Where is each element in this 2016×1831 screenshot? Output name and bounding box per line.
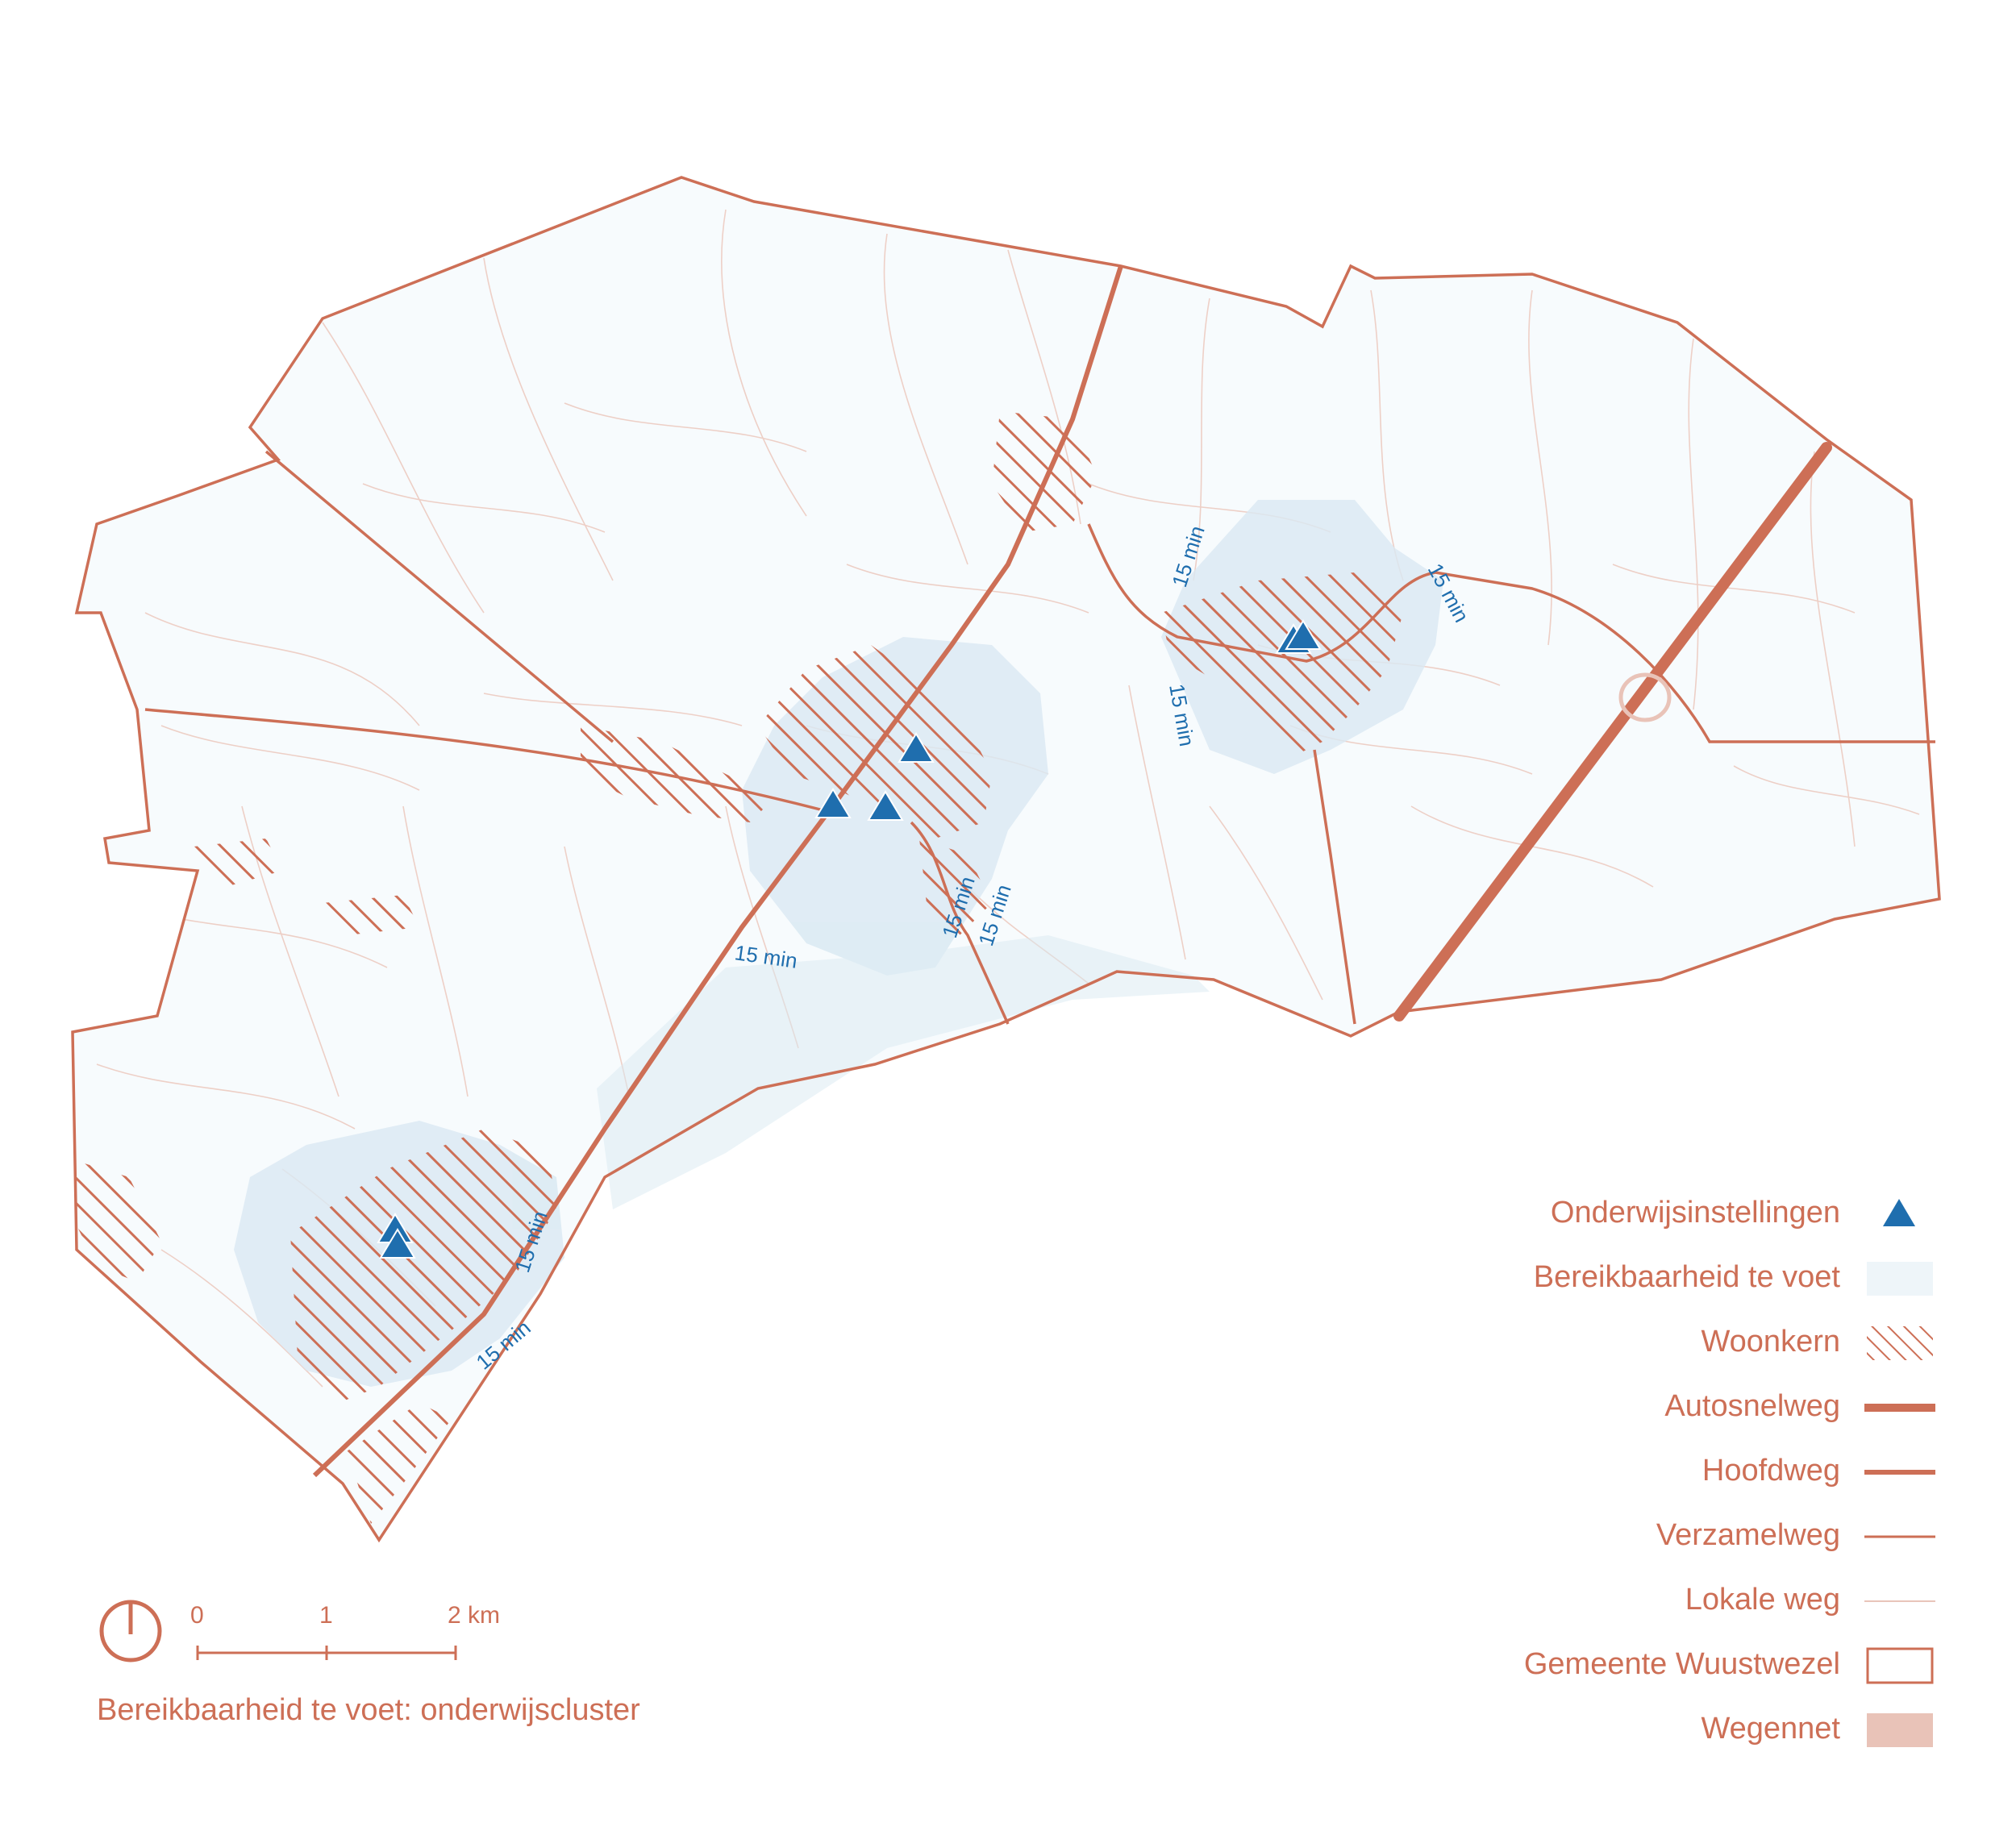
legend-label: Lokale weg	[1685, 1583, 1840, 1617]
legend-label: Verzamelweg	[1656, 1518, 1840, 1552]
legend-item-municipality: Gemeente Wuustwezel	[1210, 1641, 1935, 1705]
thick-line-icon	[1864, 1404, 1935, 1412]
legend-item-local-road: Lokale weg	[1210, 1576, 1935, 1641]
outline-box-icon	[1866, 1647, 1934, 1684]
pink-swatch-icon	[1867, 1713, 1933, 1747]
highway-interchange	[1618, 672, 1672, 722]
school-triangle-icon[interactable]	[379, 1228, 416, 1259]
legend-item-main-road: Hoofdweg	[1210, 1447, 1935, 1512]
collector-road-east	[1087, 523, 1935, 743]
map-title: Bereikbaarheid te voet: onderwijscluster	[97, 1693, 640, 1727]
legend-label: Onderwijsinstellingen	[1550, 1196, 1840, 1230]
school-markers	[377, 619, 1322, 1259]
scale-tick-label: 1	[319, 1602, 333, 1629]
school-triangle-icon[interactable]	[814, 788, 852, 818]
light-blue-swatch-icon	[1867, 1262, 1933, 1296]
legend-label: Gemeente Wuustwezel	[1523, 1647, 1840, 1681]
triangle-icon	[1883, 1199, 1915, 1226]
scale-tick-label: 0	[190, 1602, 204, 1629]
legend-item-highway: Autosnelweg	[1210, 1383, 1935, 1447]
school-triangle-icon[interactable]	[898, 732, 935, 763]
legend: Onderwijsinstellingen Bereikbaarheid te …	[1210, 1189, 1935, 1770]
legend-label: Autosnelweg	[1664, 1389, 1840, 1423]
collector-road-south	[910, 821, 1010, 1025]
hatch-swatch-icon	[1867, 1326, 1933, 1360]
legend-item-walk-reach: Bereikbaarheid te voet	[1210, 1254, 1935, 1318]
scale-bar: 0 1 2 km	[99, 1600, 500, 1662]
school-triangle-icon[interactable]	[867, 790, 904, 821]
legend-item-road-network: Wegennet	[1210, 1705, 1935, 1770]
medium-line-icon	[1864, 1470, 1935, 1475]
highways	[1393, 442, 1832, 1022]
legend-item-schools: Onderwijsinstellingen	[1210, 1189, 1935, 1254]
legend-item-collector-road: Verzamelweg	[1210, 1512, 1935, 1576]
legend-label: Woonkern	[1701, 1325, 1840, 1359]
legend-label: Bereikbaarheid te voet	[1533, 1260, 1840, 1294]
legend-label: Wegennet	[1701, 1712, 1840, 1746]
municipality-boundary	[71, 176, 1941, 1543]
highway-e19	[1393, 442, 1832, 1022]
scale-tick-label: 2 km	[448, 1602, 500, 1629]
collector-road-diagonal	[264, 450, 614, 743]
legend-item-residential: Woonkern	[1210, 1318, 1935, 1383]
residential-cores	[77, 411, 1403, 1524]
legend-label: Hoofdweg	[1702, 1454, 1840, 1488]
collector-road-west	[144, 708, 839, 816]
thin-line-icon	[1864, 1535, 1935, 1538]
collector-roads	[144, 450, 1935, 1025]
walk-zone-corridor	[597, 935, 1210, 1209]
hairline-icon	[1864, 1600, 1935, 1602]
school-triangle-icon[interactable]	[1285, 619, 1322, 650]
collector-road-east-south	[1313, 749, 1356, 1025]
north-arrow-icon	[99, 1600, 162, 1662]
